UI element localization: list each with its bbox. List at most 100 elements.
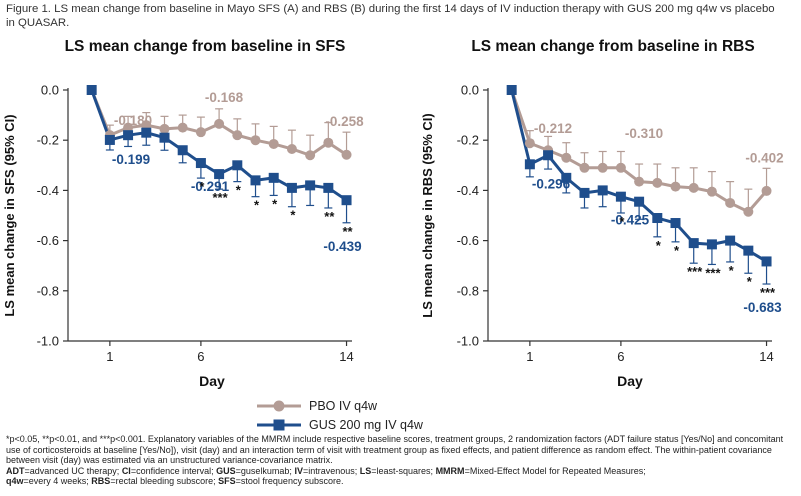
abbr-key: LS <box>359 465 372 476</box>
chart-title-rbs: LS mean change from baseline in RBS <box>471 38 755 55</box>
abbr-definition: =rectal bleeding subscore; <box>110 476 219 486</box>
y-tick-label: -0.4 <box>37 183 59 198</box>
abbr-definition: =Mixed-Effect Model for Repeated Measure… <box>464 465 646 476</box>
pbo-point <box>341 149 352 160</box>
y-tick-label: -0.8 <box>457 283 479 298</box>
pbo-point <box>214 118 225 129</box>
significance-marker: * <box>729 263 735 278</box>
pbo-value-label: -0.168 <box>205 90 244 105</box>
pbo-value-label: -0.180 <box>114 113 152 128</box>
gus-point <box>670 218 681 229</box>
pbo-point <box>743 206 754 217</box>
x-axis-title: Day <box>199 373 225 389</box>
x-tick-label: 1 <box>526 349 533 364</box>
pbo-value-label: -0.212 <box>534 121 572 136</box>
gus-point <box>652 213 663 224</box>
gus-point <box>615 191 626 202</box>
gus-value-label: -0.291 <box>191 179 230 194</box>
gus-point <box>123 130 134 141</box>
pbo-point <box>250 135 261 146</box>
gus-point <box>524 159 535 170</box>
gus-point <box>195 158 206 169</box>
gus-point <box>323 182 334 193</box>
significance-marker: * <box>674 243 680 258</box>
legend-pbo-marker <box>257 400 301 412</box>
x-tick-label: 14 <box>339 349 353 364</box>
abbr-definition: =guselkumab; <box>235 465 295 476</box>
legend-pbo-label: PBO IV q4w <box>309 399 378 413</box>
significance-marker: *** <box>760 285 776 300</box>
significance-marker: * <box>619 214 625 229</box>
pbo-point <box>761 185 772 196</box>
pbo-point <box>286 143 297 154</box>
gus-point <box>232 160 243 171</box>
significance-marker: * <box>199 179 205 194</box>
gus-point <box>706 239 717 250</box>
gus-point <box>506 85 517 95</box>
gus-point <box>104 134 115 145</box>
pbo-point <box>615 162 626 173</box>
significance-marker: ** <box>342 224 353 239</box>
abbr-key: GUS <box>216 465 236 476</box>
abbr-definition: =least-squares; <box>371 465 436 476</box>
gus-point <box>214 169 225 180</box>
pbo-value-label: -0.258 <box>325 114 364 129</box>
abbr-key: ADT <box>6 465 25 476</box>
abbr-key: IV <box>294 465 303 476</box>
abbr-definition: =stool frequency subscore. <box>235 476 344 486</box>
abbr-definition: =intravenous; <box>302 465 360 476</box>
y-tick-label: -0.6 <box>37 233 59 248</box>
gus-point <box>86 85 97 95</box>
pbo-point <box>141 120 152 131</box>
gus-point <box>761 256 772 267</box>
legend-gus-marker <box>257 419 301 431</box>
gus-point <box>177 145 188 156</box>
gus-point <box>561 172 572 183</box>
x-tick-label: 6 <box>197 349 204 364</box>
gus-point <box>743 245 754 256</box>
gus-point <box>250 175 261 186</box>
pbo-point <box>670 181 681 192</box>
y-tick-label: 0.0 <box>461 83 479 98</box>
significance-marker: * <box>254 198 260 213</box>
legend-gus-label: GUS 200 mg IV q4w <box>309 418 423 432</box>
pbo-point <box>268 138 279 149</box>
significance-marker: * <box>236 183 242 198</box>
pbo-point <box>561 152 572 163</box>
pbo-point <box>232 130 243 141</box>
footnote-significance: *p<0.05, **p<0.01, and ***p<0.001. Expla… <box>6 434 784 465</box>
gus-point <box>543 150 554 161</box>
gus-value-label: -0.439 <box>323 239 361 254</box>
x-tick-label: 6 <box>617 349 624 364</box>
pbo-value-label: -0.402 <box>745 150 783 165</box>
abbr-key: MMRM <box>435 465 465 476</box>
gus-point <box>286 182 297 193</box>
pbo-point <box>195 127 206 138</box>
x-tick-label: 14 <box>759 349 773 364</box>
gus-point <box>341 195 352 206</box>
y-tick-label: -0.2 <box>457 133 479 148</box>
y-tick-label: -1.0 <box>37 334 59 349</box>
y-axis-title: LS mean change in SFS (95% CI) <box>2 114 17 316</box>
abbr-definition: =advanced UC therapy; <box>24 465 122 476</box>
x-axis-title: Day <box>617 373 643 389</box>
abbr-key: CI <box>121 465 131 476</box>
x-tick-label: 1 <box>106 349 113 364</box>
pbo-point <box>579 162 590 173</box>
pbo-point <box>652 177 663 188</box>
footnotes: *p<0.05, **p<0.01, and ***p<0.001. Expla… <box>6 434 798 487</box>
y-tick-label: -1.0 <box>457 334 479 349</box>
pbo-point <box>634 176 645 187</box>
pbo-point <box>597 162 608 173</box>
pbo-point <box>688 182 699 193</box>
gus-point <box>579 187 590 198</box>
gus-point <box>141 127 152 138</box>
gus-point <box>688 238 699 249</box>
gus-point <box>305 180 316 191</box>
significance-marker: *** <box>705 265 721 280</box>
abbr-key: q4w <box>6 476 24 486</box>
abbr-key: RBS <box>91 476 111 486</box>
gus-point <box>634 196 645 207</box>
gus-value-label: -0.425 <box>611 213 650 228</box>
footnote-abbreviations: ADT=advanced UC therapy; CI=confidence i… <box>6 466 798 487</box>
